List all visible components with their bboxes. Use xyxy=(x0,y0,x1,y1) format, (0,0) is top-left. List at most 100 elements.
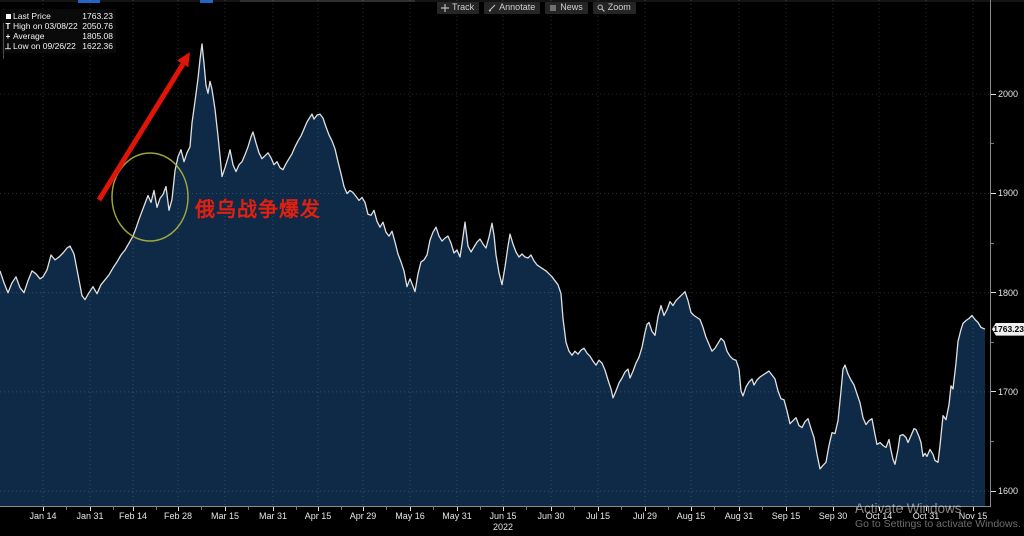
legend-label: Average xyxy=(13,31,45,41)
track-button-label: Track xyxy=(452,2,475,12)
time-axis-tick xyxy=(691,507,692,511)
time-axis-label: Jun 15 xyxy=(489,511,517,521)
time-axis-minor-tick xyxy=(386,507,387,510)
zoom-magnifier-icon xyxy=(597,4,605,12)
time-axis-label: May 31 xyxy=(442,511,472,521)
time-axis-minor-tick xyxy=(762,507,763,510)
time-axis-label: Oct 31 xyxy=(912,511,940,521)
time-axis-tick xyxy=(457,507,458,511)
chart-legend: Last Price 1763.23 T High on 03/08/22 20… xyxy=(1,9,116,59)
time-axis-minor-tick xyxy=(574,507,575,510)
time-axis-minor-tick xyxy=(809,507,810,510)
price-axis-label: 1900 xyxy=(998,188,1019,199)
time-axis-label: Sep 15 xyxy=(771,511,801,521)
time-axis-label: Feb 14 xyxy=(118,511,148,521)
time-axis-label: Oct 14 xyxy=(865,511,893,521)
time-axis-tick xyxy=(410,507,411,511)
low-marker-icon: ⊥ xyxy=(4,41,12,51)
event-annotation-text: 俄乌战争爆发 xyxy=(195,197,321,221)
legend-range-connector xyxy=(3,23,4,59)
news-button[interactable]: News xyxy=(545,2,588,14)
price-axis-tick xyxy=(991,192,996,194)
legend-label: High on 03/08/22 xyxy=(13,21,78,31)
legend-row-low: ⊥ Low on 09/26/22 1622.36 xyxy=(3,41,113,51)
top-edge-blue-segment xyxy=(78,0,100,3)
price-area-chart[interactable] xyxy=(0,0,990,506)
price-axis-minor-tick xyxy=(991,143,994,145)
time-axis-label: Jan 31 xyxy=(76,511,104,521)
time-axis-tick xyxy=(318,507,319,511)
time-axis-tick xyxy=(645,507,646,511)
legend-value: 1622.36 xyxy=(82,41,113,51)
price-axis-label: 1700 xyxy=(998,386,1019,397)
track-button[interactable]: Track xyxy=(437,2,480,14)
annotate-button-label: Annotate xyxy=(499,2,536,12)
time-axis-tick xyxy=(43,507,44,511)
time-axis-tick xyxy=(973,507,974,511)
top-edge-strip xyxy=(0,0,1024,2)
time-axis-minor-tick xyxy=(296,507,297,510)
price-axis-minor-tick xyxy=(991,242,994,244)
time-axis-minor-tick xyxy=(856,507,857,510)
time-axis-tick xyxy=(225,507,226,511)
time-axis-minor-tick xyxy=(248,507,249,510)
time-axis-minor-tick xyxy=(113,507,114,510)
time-axis-tick xyxy=(90,507,91,511)
time-axis-minor-tick xyxy=(156,507,157,510)
price-axis-label: 1600 xyxy=(998,486,1019,497)
time-axis: 2022 Jan 14 Jan 31 Feb 14 Feb 28 Mar 15 Mar 3… xyxy=(0,506,1024,536)
price-axis-tick xyxy=(991,292,996,294)
price-axis-tick xyxy=(991,93,996,95)
average-marker-icon: + xyxy=(5,31,11,41)
time-axis-tick xyxy=(833,507,834,511)
top-edge-blue-segment xyxy=(200,0,213,3)
price-axis-tick xyxy=(991,490,996,492)
time-axis-label: Feb 28 xyxy=(163,511,193,521)
time-axis-minor-tick xyxy=(902,507,903,510)
annotate-button[interactable]: Annotate xyxy=(484,2,541,14)
time-axis-label: Mar 15 xyxy=(210,511,240,521)
time-axis-label: Nov 15 xyxy=(958,511,988,521)
legend-row-last-price: Last Price 1763.23 xyxy=(3,11,113,21)
time-axis-tick xyxy=(503,507,504,511)
time-axis-tick xyxy=(879,507,880,511)
last-price-badge: 1763.23 xyxy=(992,322,1024,336)
time-axis-label: May 16 xyxy=(395,511,425,521)
price-axis-minor-tick xyxy=(991,341,994,343)
price-axis-line xyxy=(990,0,991,507)
time-axis-minor-tick xyxy=(526,507,527,510)
time-axis-minor-tick xyxy=(668,507,669,510)
time-axis-minor-tick xyxy=(714,507,715,510)
price-axis: 1763.23 2000 1900 1800 1700 1600 xyxy=(990,0,1024,507)
price-line xyxy=(0,43,986,470)
activate-windows-watermark: Activate Windows xyxy=(855,501,962,516)
track-crosshair-icon xyxy=(441,3,449,12)
time-axis-label: Apr 15 xyxy=(304,511,332,521)
price-axis-minor-tick xyxy=(991,441,994,442)
high-marker-icon: T xyxy=(5,21,11,31)
time-axis-tick xyxy=(133,507,134,511)
time-axis-label: Sep 30 xyxy=(818,511,848,521)
time-axis-minor-tick xyxy=(201,507,202,510)
area-fill xyxy=(0,43,985,506)
activate-windows-watermark-subtext: Go to Settings to activate Windows. xyxy=(855,518,1021,530)
time-axis-line xyxy=(0,506,991,507)
time-axis-minor-tick xyxy=(949,507,950,510)
time-axis-label: Aug 31 xyxy=(724,511,754,521)
legend-row-average: + Average 1805.08 xyxy=(3,31,113,41)
news-button-label: News xyxy=(560,2,583,12)
year-label: 2022 xyxy=(492,522,514,532)
price-axis-label: 2000 xyxy=(998,89,1019,100)
top-edge-gray-segment xyxy=(240,0,415,2)
time-axis-tick xyxy=(739,507,740,511)
legend-value: 1763.23 xyxy=(82,11,113,21)
price-axis-tick xyxy=(991,391,996,393)
price-axis-label: 1800 xyxy=(998,287,1019,298)
zoom-button[interactable]: Zoom xyxy=(592,2,636,14)
time-axis-label: Jun 30 xyxy=(537,511,565,521)
time-axis-tick xyxy=(598,507,599,511)
time-axis-label: Mar 31 xyxy=(258,511,288,521)
time-axis-tick xyxy=(178,507,179,511)
time-axis-label: Jan 14 xyxy=(29,511,57,521)
